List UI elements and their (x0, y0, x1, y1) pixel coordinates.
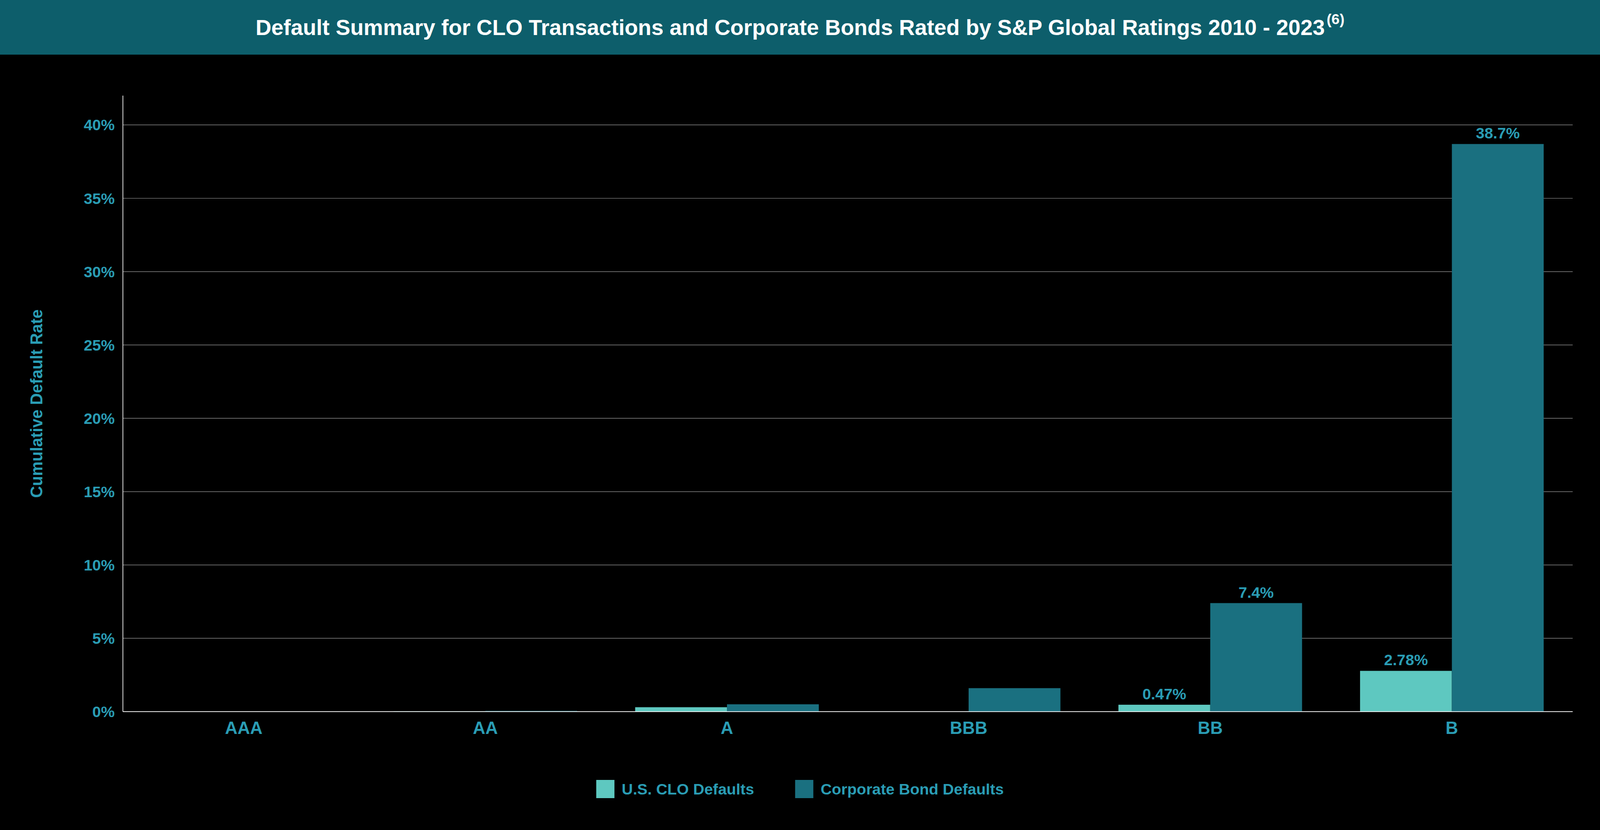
bar (1210, 603, 1303, 712)
legend-label: Corporate Bond Defaults (820, 780, 1004, 798)
grid-line (122, 564, 1573, 565)
y-tick-label: 0% (92, 702, 115, 721)
x-tick-label: AAA (224, 718, 263, 738)
data-label: 2.78% (1384, 650, 1428, 669)
x-tick-label: B (1445, 718, 1458, 738)
y-tick-label: 10% (83, 556, 115, 574)
y-axis-label: Cumulative Default Rate (27, 309, 46, 498)
baseline (122, 711, 1573, 712)
x-tick-label: A (720, 718, 733, 738)
x-tick-label: BBB (949, 718, 988, 738)
y-tick-label: 20% (83, 409, 115, 427)
data-label: 7.4% (1238, 583, 1275, 601)
chart: Default Summary for CLO Transactions and… (0, 0, 1600, 830)
grid-line (122, 491, 1573, 492)
grid-line (122, 711, 1573, 712)
data-label: 0.47% (1142, 685, 1187, 703)
y-tick-label: 35% (83, 189, 115, 208)
data-labels: 0.47% 2.78% 7.4% 38.7% (1142, 124, 1520, 703)
bar (634, 706, 727, 712)
x-tick-label: AA (472, 718, 498, 738)
legend-swatch (795, 779, 814, 798)
title-superscript: (6) (1326, 10, 1345, 28)
title-group: Default Summary for CLO Transactions and… (255, 10, 1345, 40)
title: Default Summary for CLO Transactions and… (255, 15, 1325, 40)
grid-line (122, 124, 1573, 126)
bar (1452, 143, 1545, 712)
legend-swatch (596, 779, 615, 798)
bar (1360, 670, 1453, 712)
y-tick-label: 25% (83, 336, 115, 354)
x-axis: AAAAAABBBBBB (224, 718, 1458, 738)
legend-label: U.S. CLO Defaults (621, 780, 755, 798)
y-axis: 0% 5% 10% 15% 20% 25% 30% 35% 40% (83, 95, 1573, 721)
bar (726, 704, 819, 712)
background (0, 0, 1600, 830)
bars (393, 143, 1545, 712)
y-tick-label: 30% (83, 263, 115, 281)
y-tick-label: 40% (83, 116, 115, 134)
legend: U.S. CLO Defaults Corporate Bond Defaults (596, 779, 1004, 798)
title-band (0, 0, 1600, 55)
data-label: 38.7% (1475, 124, 1520, 142)
bar (1118, 704, 1211, 712)
y-axis-line (122, 95, 124, 712)
legend-item: Corporate Bond Defaults (795, 779, 1004, 798)
grid-line (122, 417, 1573, 419)
y-tick-label: 5% (92, 629, 115, 647)
grid-line (122, 198, 1573, 199)
bar (968, 687, 1061, 712)
grid-line (122, 344, 1573, 346)
grid-line (122, 271, 1573, 272)
x-tick-label: BB (1197, 718, 1223, 738)
legend-item: U.S. CLO Defaults (596, 779, 755, 798)
y-tick-label: 15% (83, 482, 115, 501)
grid-line (122, 637, 1573, 639)
